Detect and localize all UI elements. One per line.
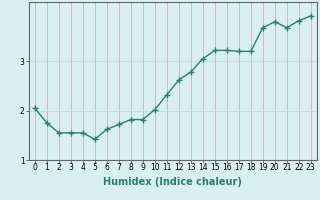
X-axis label: Humidex (Indice chaleur): Humidex (Indice chaleur)	[103, 177, 242, 187]
